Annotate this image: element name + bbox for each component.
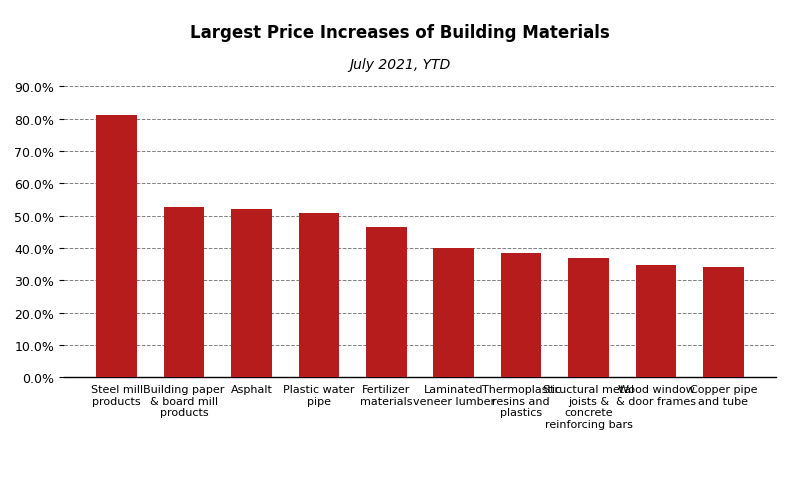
Bar bbox=[231, 210, 272, 378]
Bar bbox=[703, 267, 744, 378]
Text: Largest Price Increases of Building Materials: Largest Price Increases of Building Mate… bbox=[190, 24, 610, 42]
Bar bbox=[298, 213, 339, 378]
Text: July 2021, YTD: July 2021, YTD bbox=[350, 58, 450, 72]
Bar bbox=[636, 266, 676, 378]
Bar bbox=[434, 248, 474, 378]
Bar bbox=[568, 258, 609, 378]
Bar bbox=[164, 208, 204, 378]
Bar bbox=[366, 228, 406, 378]
Bar bbox=[96, 116, 137, 378]
Bar bbox=[501, 253, 542, 378]
